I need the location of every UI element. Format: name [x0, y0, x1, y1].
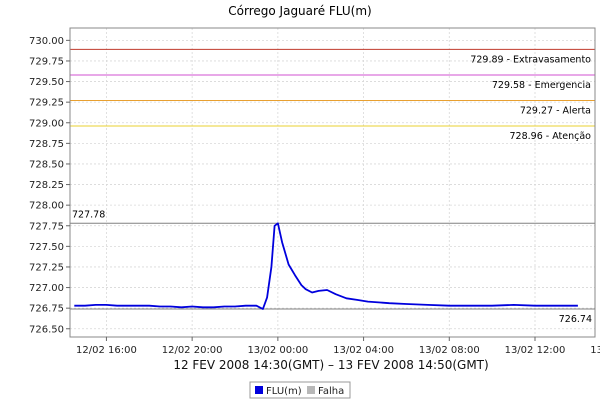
legend-swatch	[255, 386, 263, 394]
x-tick-label: 13/02 16:00	[590, 345, 600, 356]
y-tick-label: 726.50	[29, 324, 64, 335]
legend-label: Falha	[318, 386, 344, 397]
threshold-label: 729.89 - Extravasamento	[470, 54, 591, 65]
y-tick-label: 729.00	[29, 118, 64, 129]
axis-layer: 726.50 726.75 727.00 727.25 727.50 727.75 728.…	[29, 36, 600, 356]
x-tick-label: 13/02 08:00	[419, 345, 480, 356]
y-tick-label: 728.50	[29, 159, 64, 170]
y-tick-label: 728.25	[29, 180, 64, 191]
x-tick-label: 13/02 04:00	[333, 345, 394, 356]
min-marker-label: 726.74	[559, 314, 592, 325]
plot-area-frame	[69, 27, 596, 338]
threshold-layer: 729.89 - Extravasamento 729.58 - Emergenc…	[70, 48, 595, 325]
y-tick-label: 727.25	[29, 262, 64, 273]
y-tick-label: 727.00	[29, 283, 64, 294]
x-tick-label: 13/02 00:00	[247, 345, 308, 356]
y-tick-label: 729.50	[29, 77, 64, 88]
y-tick-label: 729.75	[29, 56, 64, 67]
y-tick-label: 726.75	[29, 304, 64, 315]
legend-label: FLU(m)	[266, 386, 302, 397]
series-line-flu	[74, 222, 578, 310]
y-tick-label: 727.50	[29, 242, 64, 253]
legend: FLU(m) Falha	[249, 381, 351, 399]
x-tick-label: 13/02 12:00	[505, 345, 566, 356]
threshold-label: 728.96 - Atenção	[510, 131, 592, 142]
y-tick-label: 728.75	[29, 139, 64, 150]
chart-title: Córrego Jaguaré FLU(m)	[228, 4, 371, 18]
y-tick-label: 728.00	[29, 201, 64, 212]
series-layer	[74, 222, 578, 310]
max-marker-label: 727.78	[72, 209, 105, 220]
y-tick-label: 727.75	[29, 221, 64, 232]
threshold-label: 729.58 - Emergencia	[492, 80, 591, 91]
x-tick-label: 12/02 20:00	[162, 345, 223, 356]
legend-box	[249, 381, 351, 399]
y-tick-label: 730.00	[29, 36, 64, 47]
threshold-label: 729.27 - Alerta	[520, 106, 591, 117]
chart-subtitle: 12 FEV 2008 14:30(GMT) – 13 FEV 2008 14:…	[173, 358, 488, 372]
legend-swatch	[307, 386, 315, 394]
grid-layer	[70, 28, 595, 337]
x-tick-label: 12/02 16:00	[76, 345, 137, 356]
y-tick-label: 729.25	[29, 98, 64, 109]
